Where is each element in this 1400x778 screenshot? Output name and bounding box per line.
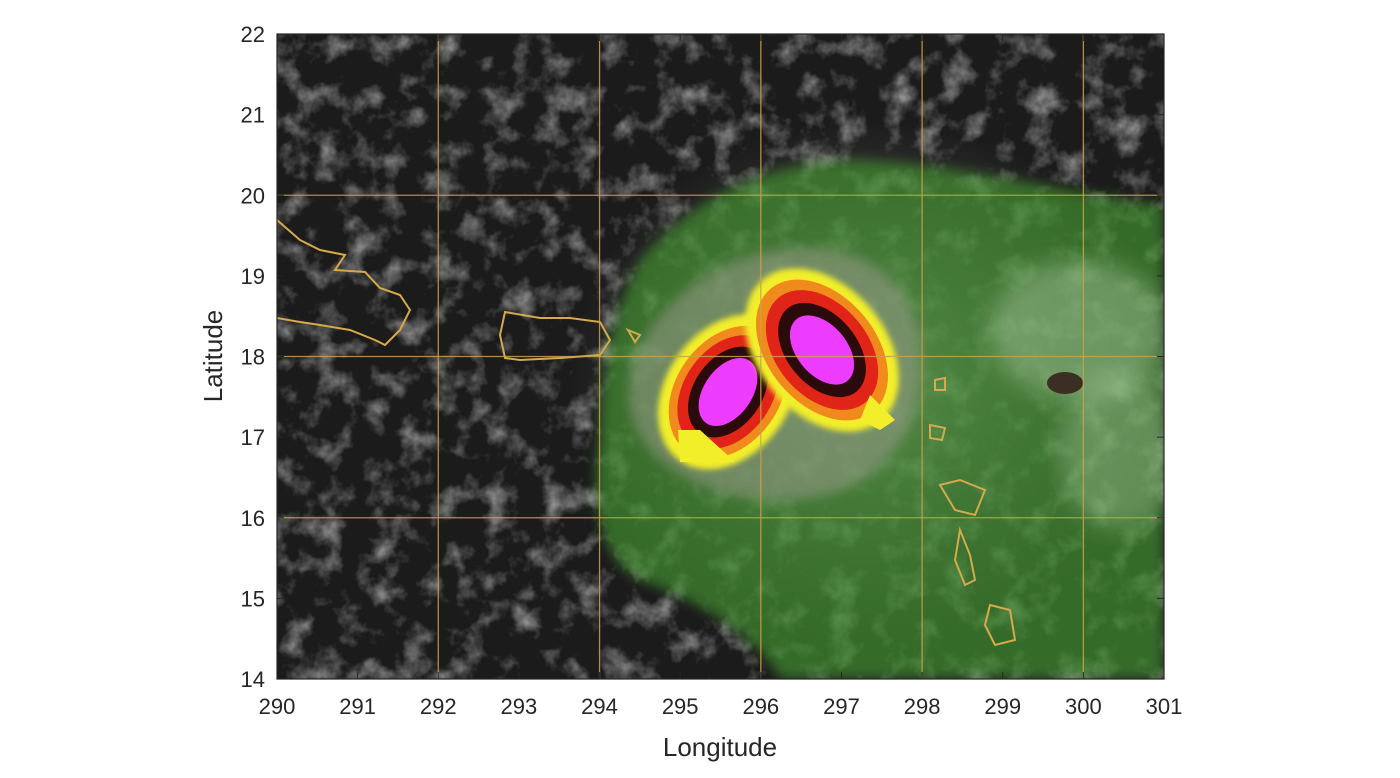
x-tick-label: 296 <box>742 694 779 719</box>
cloud-gap-dark <box>1047 372 1083 394</box>
coastline-lesser-antilles-3 <box>983 603 1017 647</box>
x-tick-label: 293 <box>501 694 538 719</box>
x-tick-label: 290 <box>259 694 296 719</box>
precip-right-light <box>990 260 1164 400</box>
x-tick-label: 298 <box>904 694 941 719</box>
x-tick-label: 294 <box>581 694 618 719</box>
y-tick-label: 14 <box>241 667 265 692</box>
core-west-magenta <box>698 357 758 427</box>
coastline-virgin-islands <box>625 327 642 344</box>
coastline-small-island-b <box>929 423 947 442</box>
coastline-lesser-antilles-1 <box>938 478 987 517</box>
precip-right-light-2 <box>1060 370 1164 530</box>
yellow-tail-southwest <box>678 430 735 462</box>
y-tick-label: 16 <box>241 506 265 531</box>
axis-ticks: 290 291 292 293 294 295 296 297 298 299 300 301 14 15… <box>241 22 1183 719</box>
x-tick-label: 300 <box>1065 694 1102 719</box>
x-tick-label: 299 <box>984 694 1021 719</box>
x-tick-label: 297 <box>823 694 860 719</box>
y-axis-title: Latitude <box>198 310 228 403</box>
map-plot-area <box>277 34 1164 679</box>
y-tick-label: 15 <box>241 586 265 611</box>
x-tick-label: 291 <box>339 694 376 719</box>
y-tick-label: 21 <box>241 103 265 128</box>
core-east-magenta <box>789 315 855 385</box>
y-tick-label: 18 <box>241 345 265 370</box>
coastline-lesser-antilles-2 <box>953 526 977 587</box>
x-tick-label: 295 <box>662 694 699 719</box>
graticule-lines <box>277 34 1164 679</box>
y-tick-label: 20 <box>241 183 265 208</box>
y-tick-label: 22 <box>241 22 265 47</box>
coastline-small-island-a <box>934 376 946 391</box>
y-tick-label: 19 <box>241 264 265 289</box>
coastline-hispaniola <box>277 219 412 347</box>
rainfall-core-east <box>745 268 899 432</box>
yellow-tail-southeast <box>860 395 895 430</box>
x-tick-label: 292 <box>420 694 457 719</box>
y-tick-label: 17 <box>241 425 265 450</box>
x-tick-label: 301 <box>1146 694 1183 719</box>
x-axis-title: Longitude <box>663 732 777 762</box>
